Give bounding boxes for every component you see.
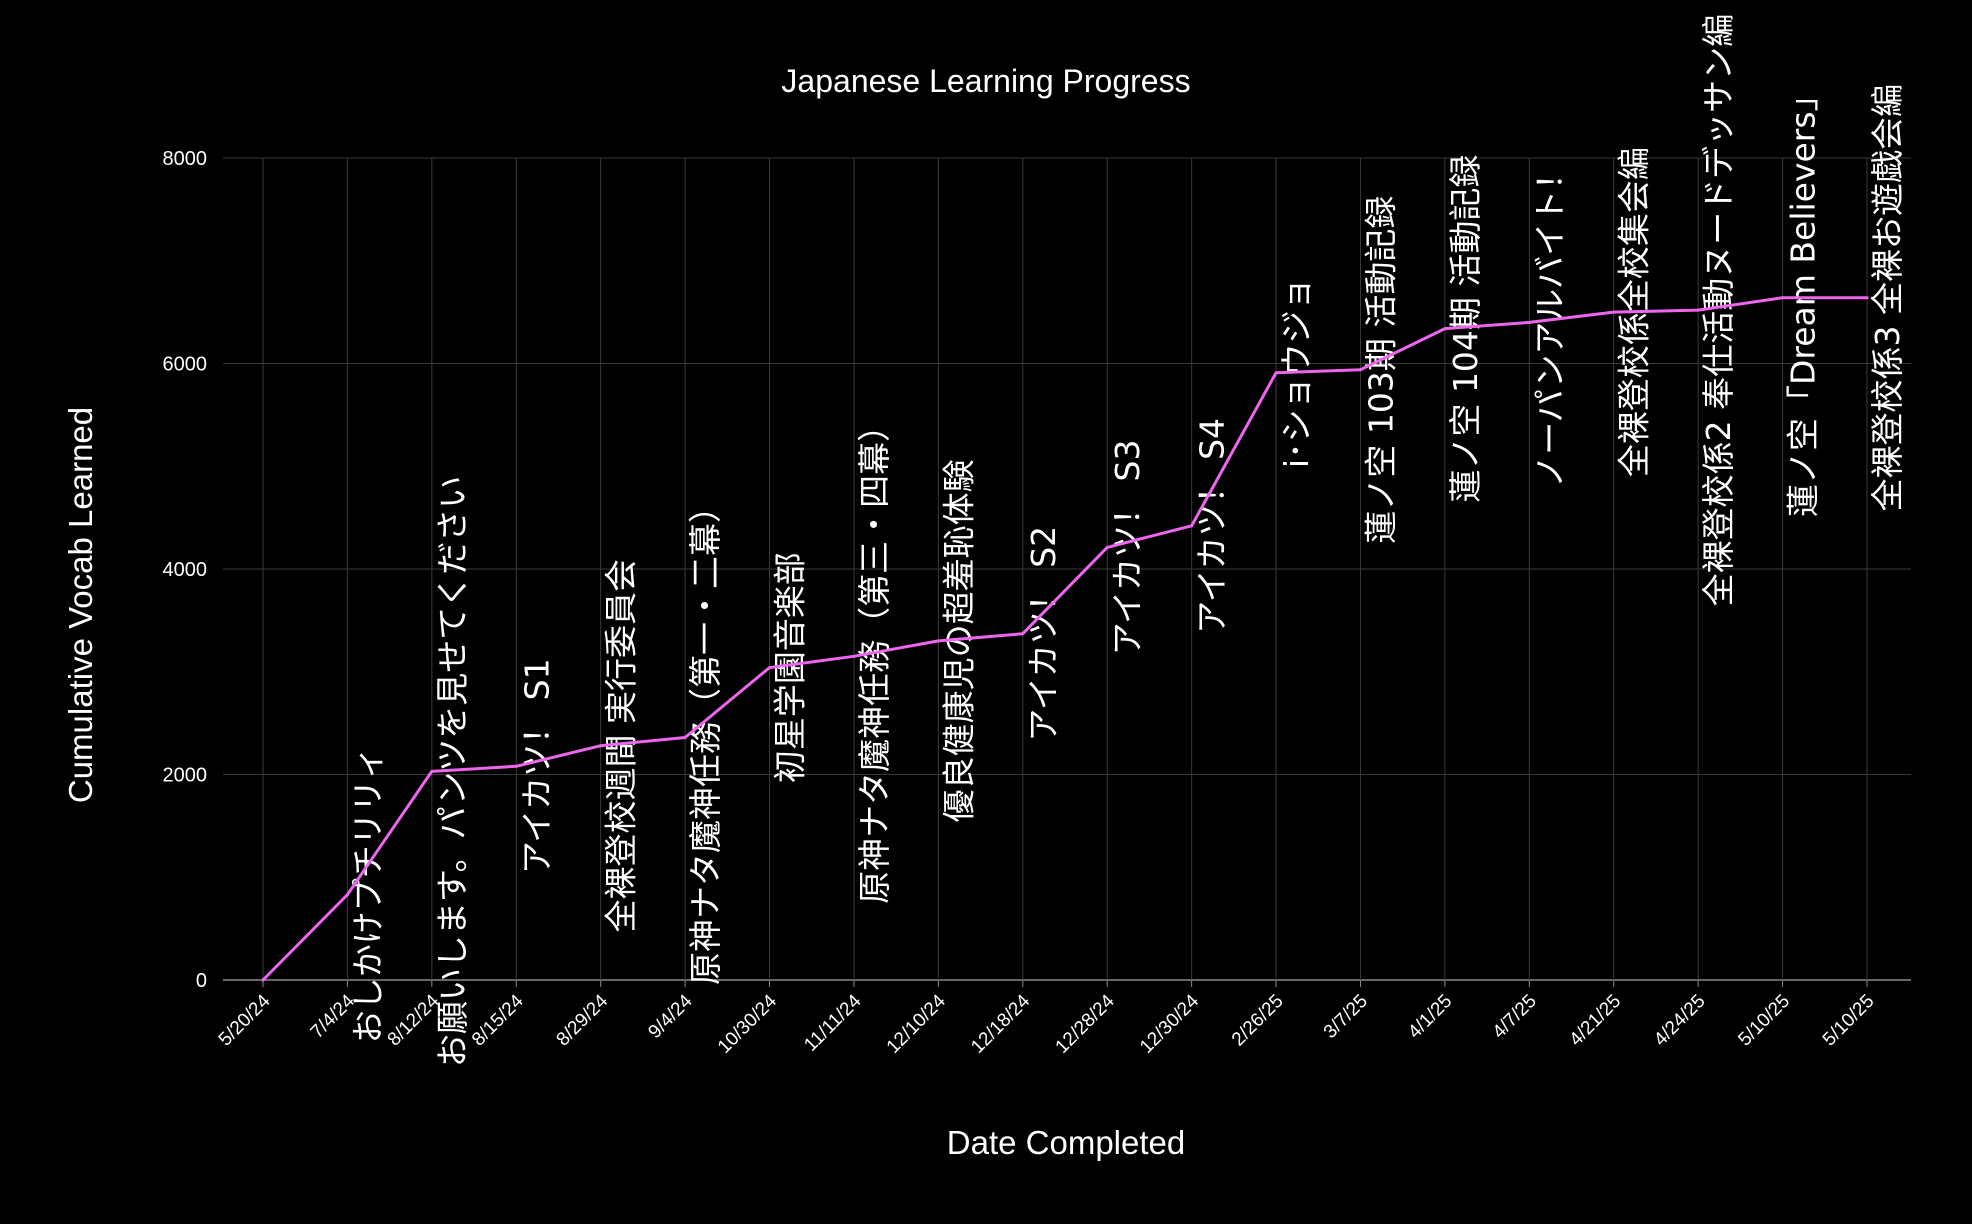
data-point (1612, 310, 1616, 314)
x-tick-label: 8/15/24 (468, 990, 528, 1050)
point-annotation: アイカツ！ S3 (1108, 440, 1147, 656)
x-tick-label: 2/26/25 (1228, 991, 1288, 1051)
chart-title: Japanese Learning Progress (781, 63, 1190, 99)
point-annotation: アイカツ！ S4 (1193, 418, 1232, 634)
series (261, 296, 1869, 982)
data-point (599, 744, 603, 748)
data-point (1781, 296, 1785, 300)
data-point (768, 666, 772, 670)
x-tick-label: 8/29/24 (553, 990, 613, 1050)
point-annotation: アイカツ！ S2 (1024, 526, 1063, 742)
x-tick-label: 5/20/24 (215, 990, 275, 1050)
x-tick-label: 11/11/24 (800, 990, 865, 1055)
y-tick-label: 6000 (163, 354, 208, 376)
x-tick-label: 12/10/24 (883, 990, 950, 1057)
data-point (261, 978, 265, 982)
data-point (852, 654, 856, 658)
x-tick-label: 4/21/25 (1566, 991, 1626, 1051)
series-line (261, 296, 1869, 982)
y-tick-label: 0 (196, 970, 207, 992)
data-point (1865, 296, 1869, 300)
annotations: おしかけプチリリィ お願いします。パンツを見せてください アイカツ！ S1 全裸登校週… (348, 14, 1907, 1067)
data-point (1105, 545, 1109, 549)
data-point (1443, 327, 1447, 331)
point-annotation: アイカツ！ S1 (517, 658, 556, 874)
data-point (1358, 368, 1362, 372)
data-point (1527, 320, 1531, 324)
data-point (430, 769, 434, 773)
point-annotation: おしかけプチリリィ (348, 746, 387, 1043)
x-tick-label: 9/4/24 (644, 990, 697, 1043)
x-tick-label: 10/30/24 (714, 990, 781, 1057)
point-annotation: 蓮ノ空 103期 活動記録 (1361, 196, 1400, 544)
x-tick-label: 12/30/24 (1136, 990, 1203, 1057)
x-tick-label: 3/7/25 (1320, 991, 1372, 1043)
data-point (1021, 632, 1025, 636)
y-tick-label: 2000 (163, 765, 208, 787)
grid (223, 157, 1911, 987)
x-tick-label: 5/10/25 (1819, 991, 1879, 1051)
y-axis-title: Cumulative Vocab Learned (62, 407, 99, 803)
y-tick-label: 8000 (163, 148, 208, 170)
data-point (1696, 308, 1700, 312)
x-tick-label: 12/18/24 (967, 990, 1034, 1057)
x-tick-label: 5/10/25 (1734, 991, 1794, 1051)
point-annotation: 全裸登校係3 全裸お遊戯会編 (1868, 84, 1907, 512)
x-tick-label: 4/1/25 (1404, 991, 1456, 1043)
data-point (683, 736, 687, 740)
x-tick-label: 12/28/24 (1052, 990, 1119, 1057)
y-tick-label: 4000 (163, 559, 208, 581)
data-point (1274, 371, 1278, 375)
point-annotation: 原神ナタ魔神任務（第一・二幕） (686, 490, 725, 985)
data-point (1190, 524, 1194, 528)
x-axis-title: Date Completed (947, 1124, 1185, 1161)
data-point (936, 639, 940, 643)
x-tick-label: 4/24/25 (1650, 991, 1710, 1051)
data-point (345, 893, 349, 897)
data-point (514, 764, 518, 768)
x-tick-label: 4/7/25 (1489, 991, 1541, 1043)
